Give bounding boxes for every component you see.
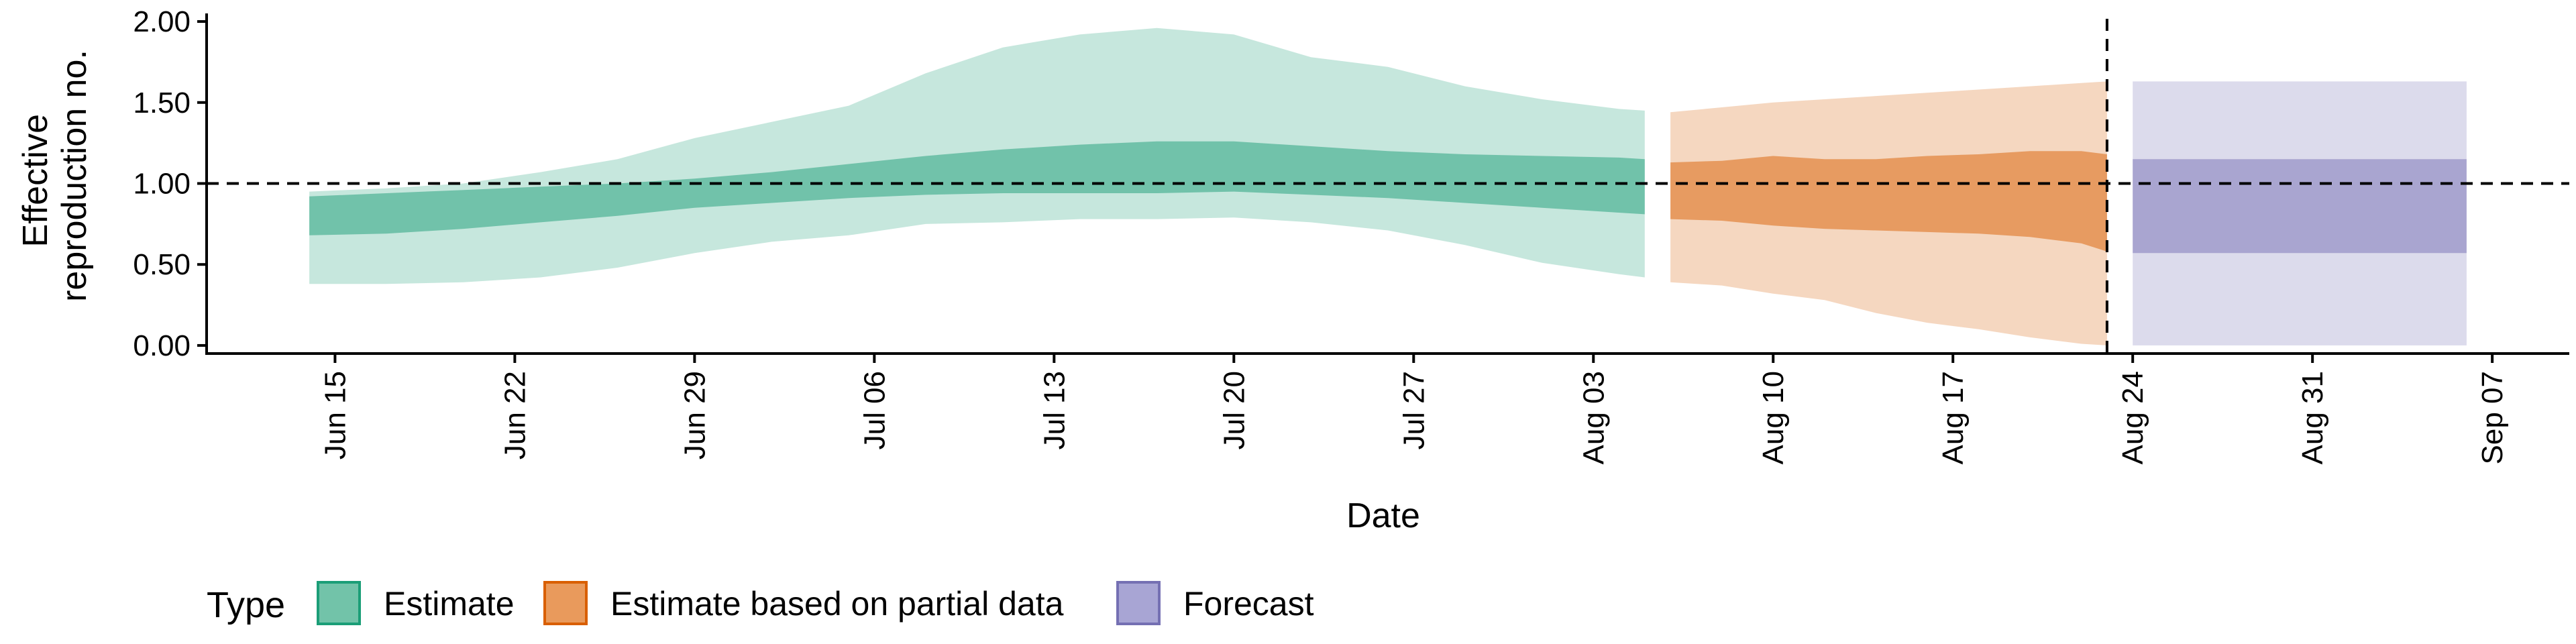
x-tick-label: Aug 24 — [2116, 371, 2149, 464]
x-axis-ticks: Jun 15 Jun 22 Jun 29 Jul 06 Jul 13 Jul 20 Jul … — [319, 354, 2509, 464]
x-tick-label: Aug 10 — [1757, 371, 1790, 464]
y-tick-label: 0.00 — [133, 329, 191, 362]
x-axis-title: Date — [1346, 496, 1420, 535]
estimate-interval-50 — [309, 141, 1645, 235]
legend-title: Type — [207, 585, 285, 625]
x-tick-label: Jul 20 — [1218, 371, 1250, 449]
legend-key-estimate — [317, 581, 361, 625]
x-tick-label: Jun 15 — [319, 371, 352, 460]
chart-bands — [309, 28, 2467, 345]
series-estimate — [309, 28, 1645, 284]
x-tick-label: Jul 27 — [1397, 371, 1430, 449]
legend-key-forecast — [1116, 581, 1161, 625]
estimate-based-on-partial-data-interval-50 — [1670, 151, 2107, 252]
y-axis-title: Effective reproduction no. — [16, 50, 94, 302]
series-forecast — [2133, 81, 2467, 345]
x-tick-label: Jun 29 — [678, 371, 711, 460]
forecast-interval-50 — [2133, 159, 2467, 254]
y-tick-label: 1.00 — [133, 168, 191, 201]
y-axis-title-line-1: Effective — [16, 114, 55, 247]
legend-label-forecast: Forecast — [1183, 585, 1314, 623]
y-tick-label: 0.50 — [133, 248, 191, 281]
y-tick-label: 1.50 — [133, 87, 191, 119]
x-tick-label: Aug 17 — [1937, 371, 1970, 464]
legend-label-partial: Estimate based on partial data — [610, 585, 1064, 623]
x-tick-label: Jul 06 — [858, 371, 891, 449]
y-axis-title-line-2: reproduction no. — [55, 50, 94, 302]
legend-key-partial — [543, 581, 588, 625]
x-tick-label: Sep 07 — [2476, 371, 2509, 464]
x-tick-label: Jul 13 — [1038, 371, 1071, 449]
series-estimate-based-on-partial-data — [1670, 81, 2107, 345]
x-tick-label: Jun 22 — [498, 371, 531, 460]
y-axis-ticks: 0.00 0.50 1.00 1.50 2.00 — [133, 5, 207, 362]
x-tick-label: Aug 03 — [1577, 371, 1610, 464]
y-tick-label: 2.00 — [133, 5, 191, 38]
legend-label-estimate: Estimate — [384, 585, 515, 623]
legend: Type Estimate Estimate based on partial … — [207, 581, 1314, 625]
x-tick-label: Aug 31 — [2296, 371, 2329, 464]
